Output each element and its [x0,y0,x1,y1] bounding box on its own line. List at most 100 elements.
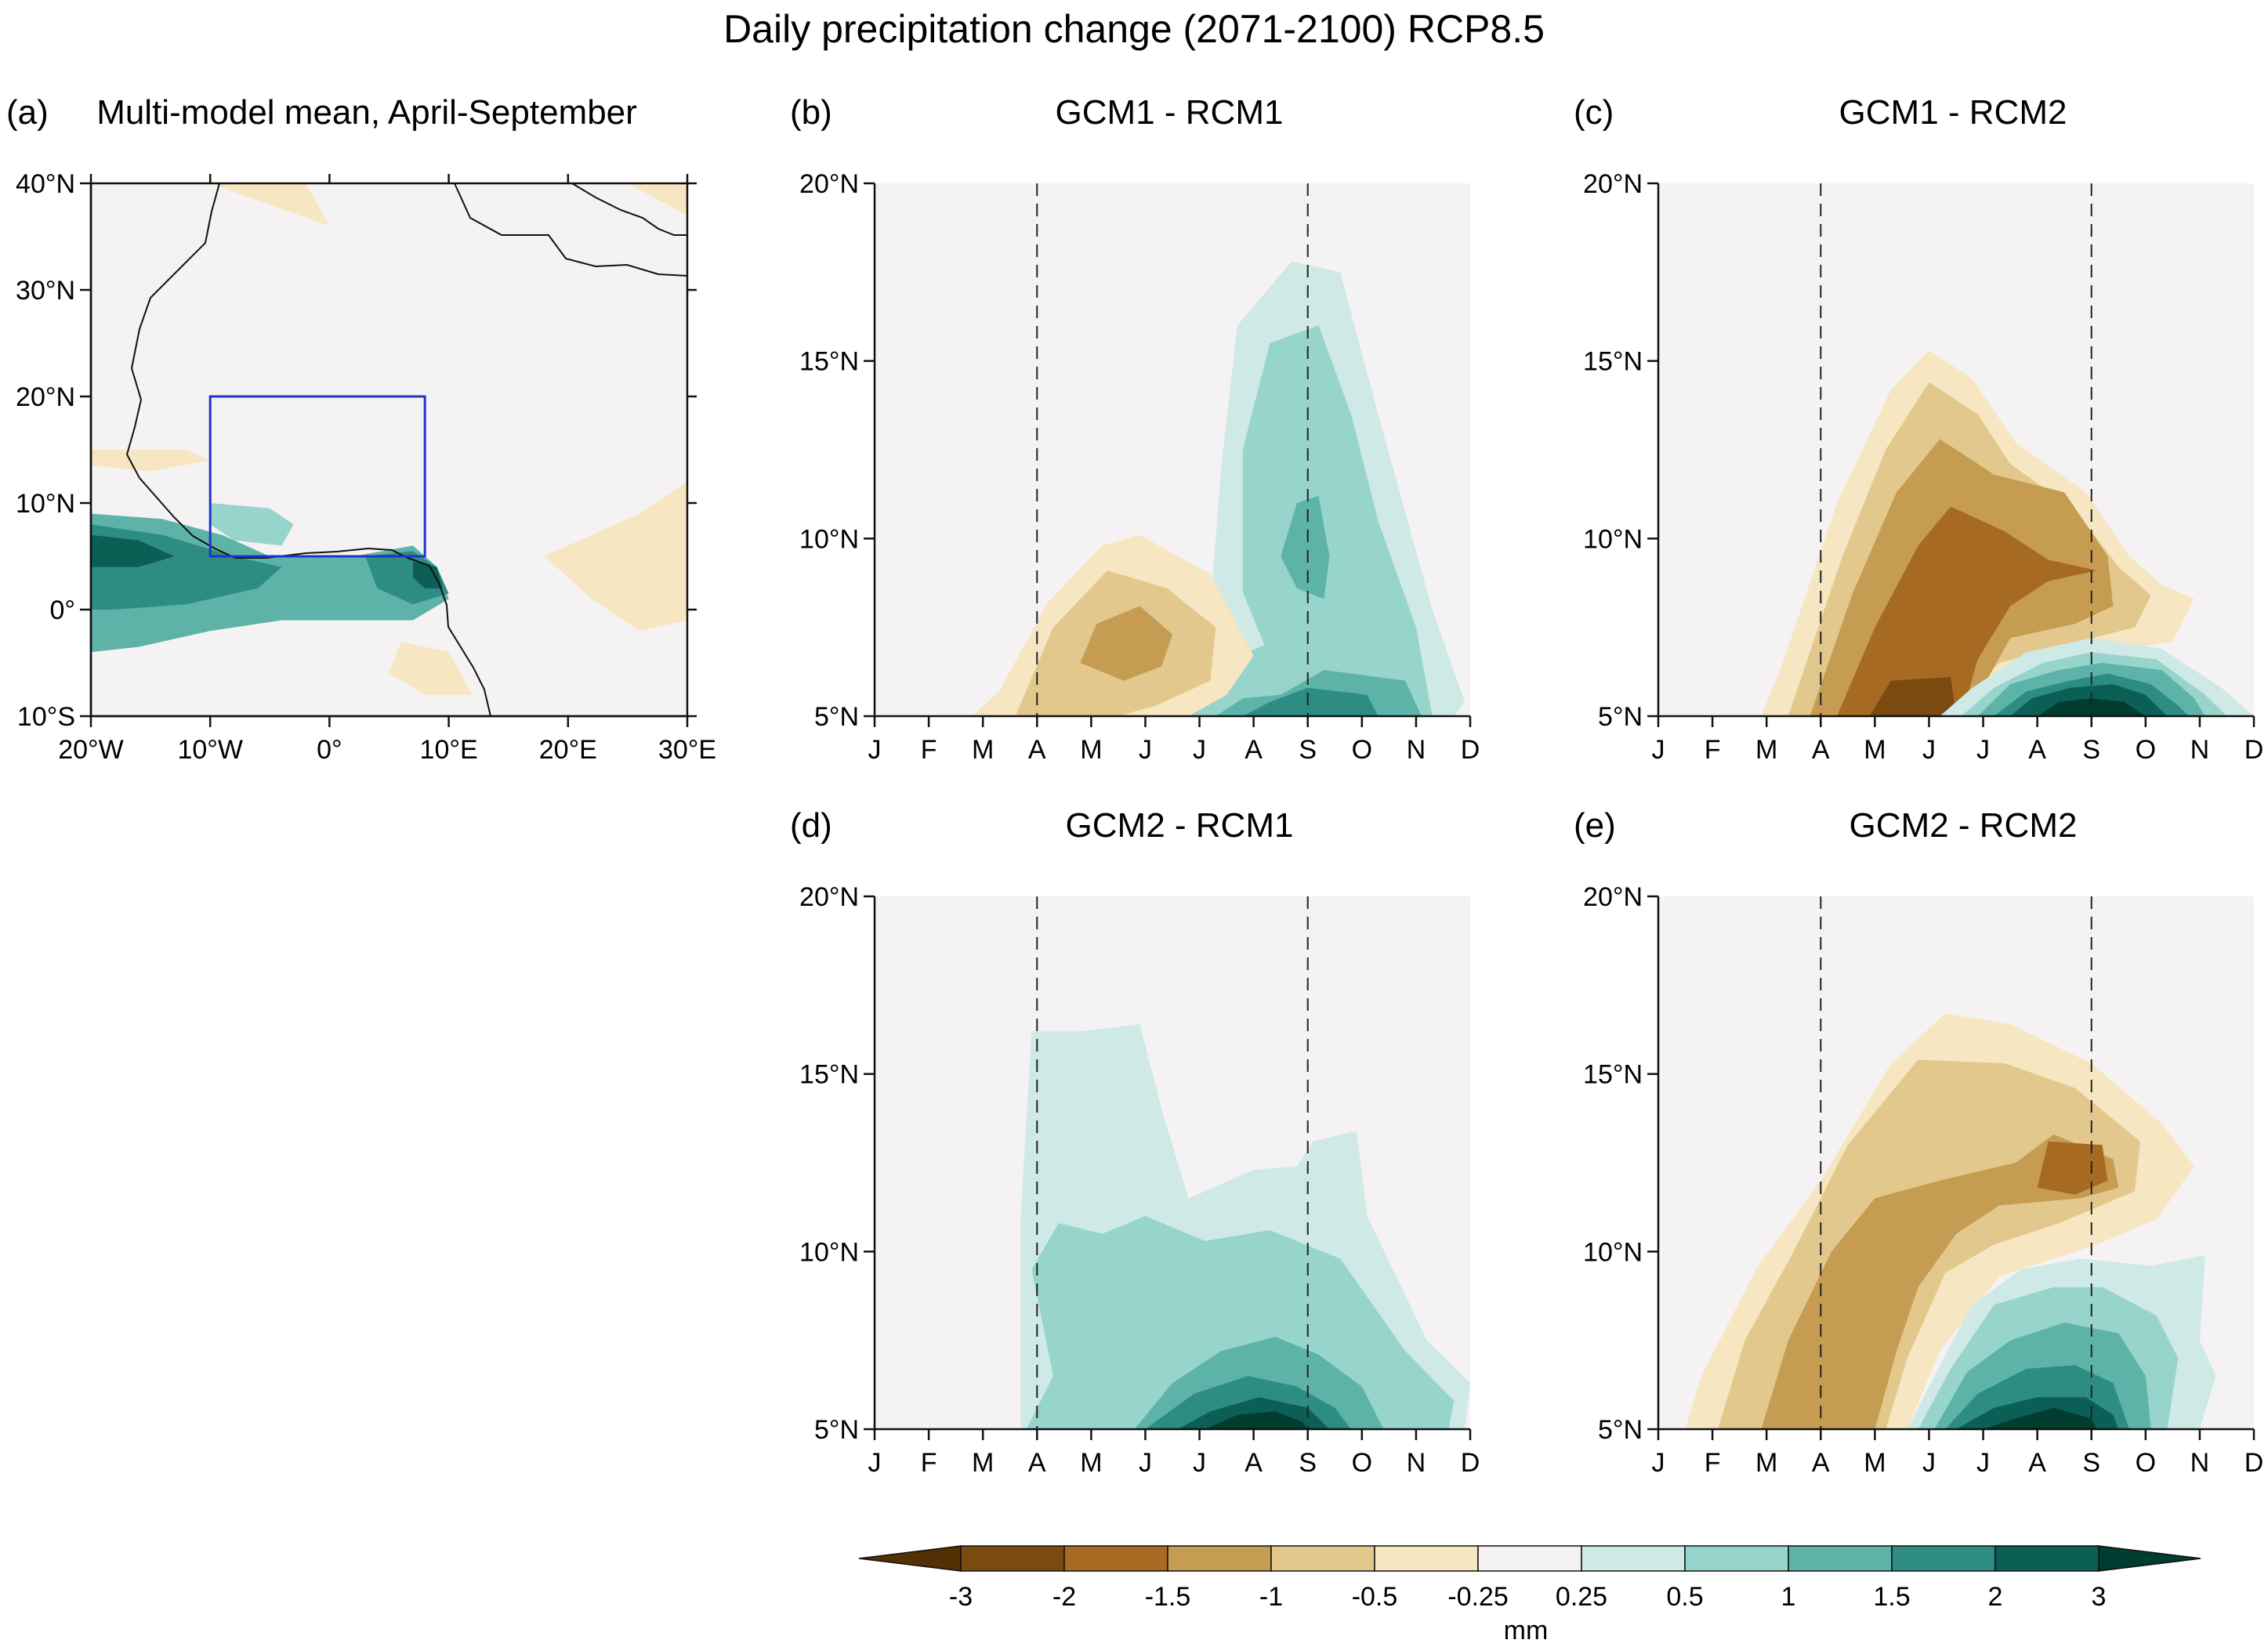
colorbar-tick-label: 1.5 [1873,1582,1910,1612]
x-tick-label: F [1705,735,1721,765]
panel-c-title: GCM1 - RCM2 [1839,93,2067,132]
x-tick-label: J [1139,1448,1152,1478]
colorbar-segment [1374,1545,1479,1572]
x-tick-label: N [1407,1448,1426,1478]
y-tick-label: 5°N [814,1415,859,1445]
anomaly-region-pos_3_above [1205,1411,1308,1429]
x-tick-label: A [1028,1448,1046,1478]
x-tick-label: O [2136,735,2156,765]
x-tick-label: 10°W [177,735,243,765]
anomaly-region-pos_1.5_2 [1242,687,1379,716]
colorbar-tick-label: -0.25 [1447,1582,1509,1612]
x-tick-label: M [1080,1448,1102,1478]
x-tick-label: 0° [317,735,342,765]
panel-b-season-lines [1036,183,1309,716]
x-tick-label: 20°W [58,735,124,765]
x-tick-label: A [1812,1448,1830,1478]
anomaly-region-pos_0.5_1 [210,503,294,546]
y-tick-label: 30°N [16,276,75,306]
anomaly-region-neg_-0.5_-0.25 [627,183,687,215]
colorbar-segment [1063,1545,1168,1572]
panel-b-label: (b) [790,93,832,132]
colorbar-extend-low [858,1545,962,1572]
x-tick-label: J [1922,1448,1936,1478]
x-tick-label: A [1812,735,1830,765]
panel-c-label: (c) [1574,93,1614,132]
panel-c-regions [1761,350,2254,716]
study-region-box [208,395,426,558]
x-tick-label: S [2082,735,2100,765]
colorbar-segment [1270,1545,1375,1572]
x-tick-label: F [921,735,937,765]
coastline [125,183,491,717]
colorbar-segment [960,1545,1065,1572]
anomaly-region-neg_-2_-1.5 [1837,506,2097,716]
y-tick-label: 5°N [1598,1415,1643,1445]
x-tick-label: M [972,1448,994,1478]
y-tick-label: 15°N [1583,1060,1643,1090]
x-tick-label: S [1299,1448,1317,1478]
panel-d-season-lines [1036,896,1309,1429]
x-tick-label: O [2136,1448,2156,1478]
y-tick-label: 15°N [799,1060,859,1090]
y-tick-label: 40°N [16,169,75,199]
panel-b-regions [972,261,1466,716]
coastline-north [454,183,688,277]
x-tick-label: J [1976,1448,1990,1478]
x-tick-label: M [1864,1448,1886,1478]
anomaly-region-neg_-0.5_-0.25 [91,450,211,472]
x-tick-label: J [1652,735,1665,765]
x-tick-label: A [2028,1448,2046,1478]
y-tick-label: 20°N [1583,169,1643,199]
anomaly-region-neg_-2_-1.5 [2037,1141,2108,1195]
panel-e-label: (e) [1574,806,1616,845]
anomaly-region-pos_1.5_2 [365,551,449,605]
panel-d-label: (d) [790,806,832,845]
x-tick-label: M [972,735,994,765]
panel-d-title: GCM2 - RCM1 [1066,806,1294,845]
panel-c-season-lines [1820,183,2092,716]
colorbar-segment [1684,1545,1789,1572]
x-tick-label: O [1352,1448,1372,1478]
y-tick-label: 20°N [799,882,859,912]
panel-d-y-axis: 20°N 15°N 10°N 5°N [799,882,876,1445]
panel-e-y-axis: 20°N 15°N 10°N 5°N [1583,882,1660,1445]
panel-b-hovmoller: (b) GCM1 - RCM1 J F M A M J J A S O N D 20°N 15°N 10°… [790,93,1480,765]
anomaly-region-pos_3_above [2037,698,2146,716]
panel-b-title: GCM1 - RCM1 [1056,93,1284,132]
x-tick-label: N [1407,735,1426,765]
colorbar-unit: mm [1504,1616,1549,1645]
colorbar-tick-label: -0.5 [1352,1582,1398,1612]
x-tick-label: F [1705,1448,1721,1478]
x-tick-label: S [2082,1448,2100,1478]
x-tick-label: 30°E [658,735,716,765]
colorbar-tick-label: -3 [949,1582,973,1612]
y-tick-label: 10°N [1583,1237,1643,1267]
x-tick-label: F [921,1448,937,1478]
anomaly-region-neg_-1.5_-1 [1080,606,1172,681]
x-tick-label: J [1193,735,1206,765]
x-tick-label: A [1028,735,1046,765]
x-tick-label: M [1864,735,1886,765]
x-tick-label: J [1652,1448,1665,1478]
panel-a-map: (a) Multi-model mean, April-September 20… [6,93,716,765]
y-tick-label: 10°N [799,524,859,554]
x-tick-label: N [2190,735,2210,765]
colorbar-segment [1477,1545,1582,1572]
colorbar-segment [1891,1545,1996,1572]
colorbar-segment [1994,1545,2100,1572]
coastline-north-east [571,183,687,236]
x-tick-label: 20°E [539,735,597,765]
panel-e-regions [1685,1013,2216,1429]
x-tick-label: M [1755,735,1777,765]
anomaly-region-pos_3_above [1983,1407,2097,1429]
study-box-outline [208,395,426,558]
x-tick-label: J [868,735,882,765]
y-tick-label: 10°N [16,489,75,519]
panel-a-title: Multi-model mean, April-September [96,93,637,132]
anomaly-region-pos_1_1.5 [1281,495,1330,599]
x-tick-label: A [1245,1448,1263,1478]
